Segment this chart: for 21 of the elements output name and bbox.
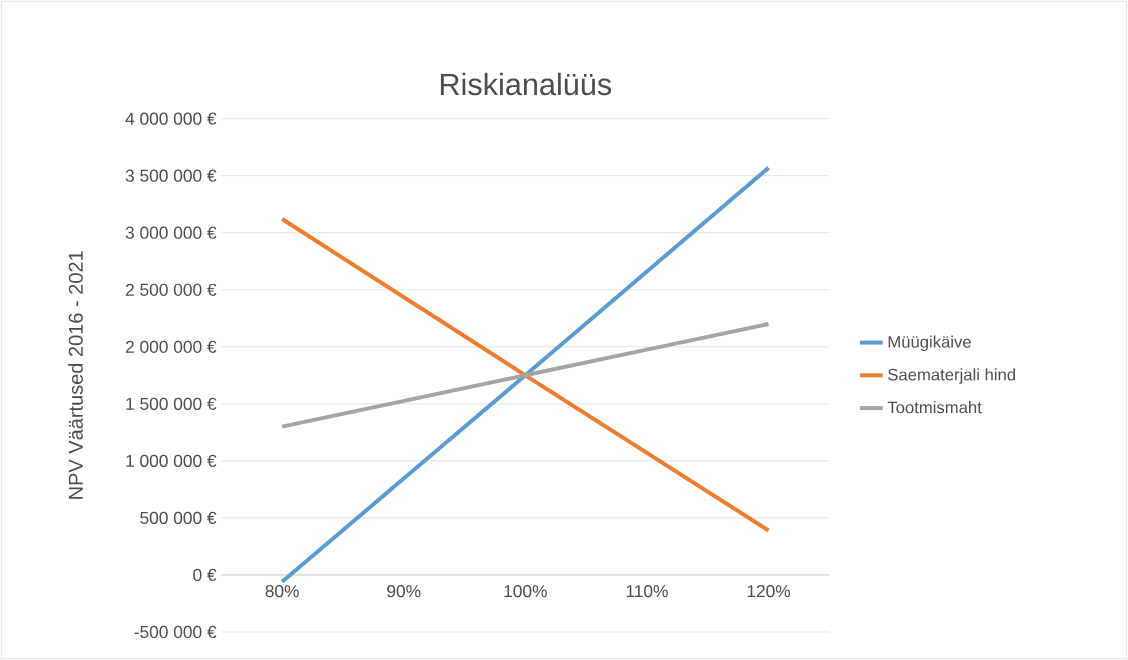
x-tick-label: 90% [387,584,421,598]
y-tick-label: 1 500 000 € [126,397,217,410]
y-tick-label: 1 000 000 € [126,454,217,468]
y-tick-label: 500 000 € [140,511,217,525]
x-tick-label: 80% [265,584,299,598]
legend-label: Saematerjali hind [888,368,1015,384]
y-tick-label: 3 500 000 € [125,169,217,182]
y-tick-label: -500 000 € [134,625,217,639]
y-tick-label: 2 500 000 € [125,283,217,296]
x-tick-label: 110% [626,584,668,598]
legend-label: Müügikäive [888,335,971,352]
y-tick-label: 4 000 000 € [125,112,217,125]
y-tick-label: 2 000 000 € [125,340,217,353]
line-series [280,165,771,584]
legend-label: Tootmismaht [887,401,982,414]
x-tick-label: 100% [504,584,547,598]
y-tick-label: 3 000 000 € [125,226,217,239]
x-tick-label: 120% [747,584,791,598]
chart-title: Riskianalüüs [440,72,612,96]
y-tick-label: 0 € [193,568,217,582]
y-axis-title: NPV Väärtused 2016 - 2021 [68,251,83,499]
